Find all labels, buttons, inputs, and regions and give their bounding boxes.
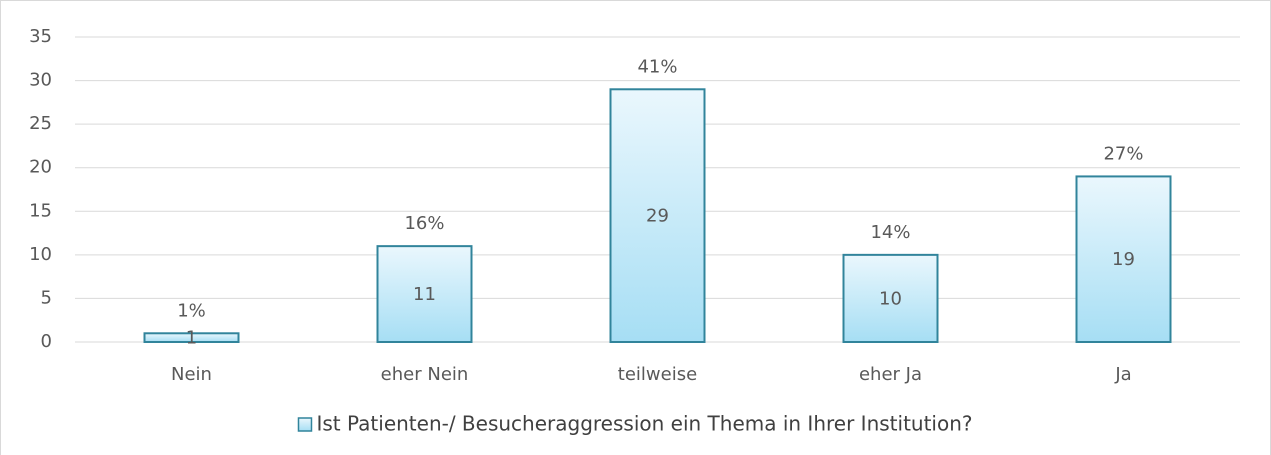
x-tick-label: Ja [1114, 364, 1131, 385]
percent-label: 27% [1103, 143, 1143, 164]
y-tick-label: 5 [41, 287, 52, 308]
x-tick-label: teilweise [618, 364, 697, 385]
x-tick-label: eher Nein [381, 364, 469, 385]
legend-label: Ist Patienten-/ Besucheraggression ein T… [316, 412, 972, 436]
value-label: 10 [879, 288, 902, 309]
y-tick-label: 0 [41, 331, 52, 352]
percent-label: 1% [177, 300, 206, 321]
x-tick-label: Nein [171, 364, 212, 385]
value-label: 1 [186, 328, 197, 349]
legend-swatch [297, 417, 313, 432]
value-label: 29 [646, 206, 669, 227]
bar [609, 88, 706, 343]
y-tick-label: 30 [29, 70, 52, 91]
y-tick-label: 10 [29, 244, 52, 265]
y-tick-label: 15 [29, 200, 52, 221]
y-tick-label: 25 [29, 113, 52, 134]
x-tick-label: eher Ja [859, 364, 922, 385]
bar [1075, 175, 1172, 343]
y-tick-label: 20 [29, 157, 52, 178]
bar [143, 332, 240, 343]
value-label: 19 [1112, 249, 1135, 270]
percent-label: 16% [404, 213, 444, 234]
value-label: 11 [413, 284, 436, 305]
percent-label: 14% [870, 222, 910, 243]
bar [842, 253, 939, 344]
bar [376, 245, 473, 343]
y-tick-label: 35 [29, 26, 52, 47]
percent-label: 41% [637, 56, 677, 77]
